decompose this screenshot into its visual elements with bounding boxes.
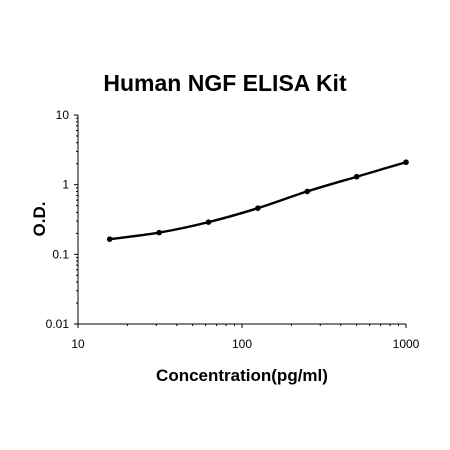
data-point — [255, 205, 261, 211]
series-line — [109, 161, 407, 241]
x-ticks: 10 100 1000 — [71, 324, 420, 351]
y-axis-title: O.D. — [30, 202, 49, 237]
data-point — [403, 159, 409, 166]
y-tick-label: 10 — [56, 108, 70, 122]
y-ticks: 0.01 0.1 1 10 — [46, 108, 78, 331]
y-tick-label: 0.01 — [46, 317, 70, 331]
x-axis-title: Concentration(pg/ml) — [156, 366, 328, 385]
x-tick-label: 1000 — [393, 337, 420, 351]
data-point — [304, 188, 311, 195]
y-tick-label: 0.1 — [52, 247, 69, 261]
axes: 0.01 0.1 1 10 10 100 1000 — [46, 108, 420, 351]
y-tick-label: 1 — [62, 178, 69, 192]
data-point — [106, 236, 113, 242]
chart-title: Human NGF ELISA Kit — [103, 70, 347, 96]
series-layer — [106, 159, 409, 242]
data-point — [205, 219, 212, 225]
data-point — [156, 229, 162, 236]
x-tick-label: 10 — [71, 337, 85, 351]
x-tick-label: 100 — [232, 337, 252, 351]
data-point — [353, 173, 360, 180]
